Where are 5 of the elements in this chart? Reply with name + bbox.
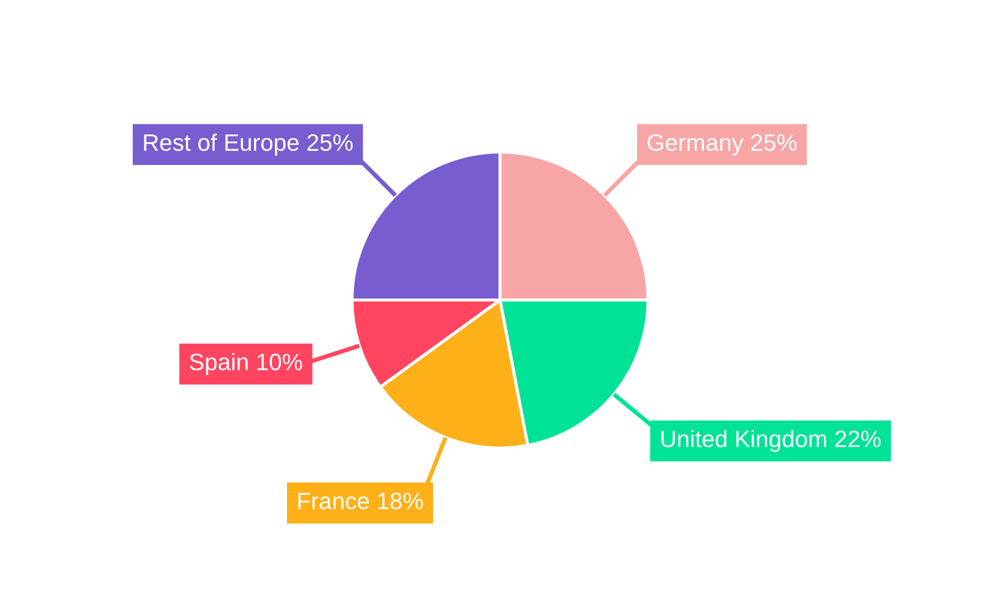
slice-label: Rest of Europe 25%: [144, 134, 353, 156]
slice-label: Spain 10%: [190, 353, 302, 376]
slice-label: Germany 25%: [648, 134, 797, 156]
slice-label: United Kingdom 22%: [661, 430, 881, 452]
slice-label: France 18%: [298, 492, 423, 510]
